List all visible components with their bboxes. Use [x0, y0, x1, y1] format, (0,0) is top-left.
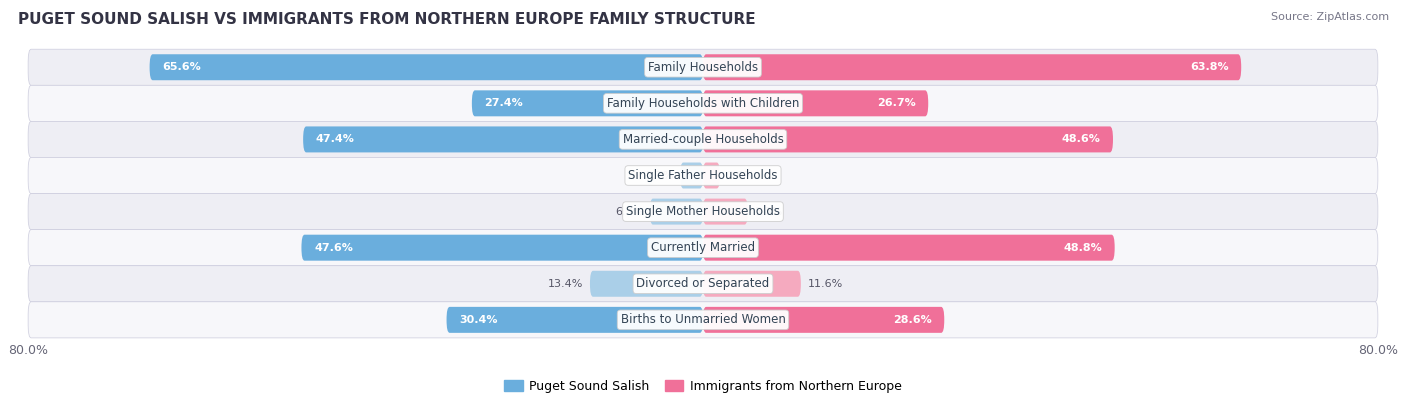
FancyBboxPatch shape: [28, 49, 1378, 85]
FancyBboxPatch shape: [703, 235, 1115, 261]
Text: Family Households: Family Households: [648, 61, 758, 74]
Text: Source: ZipAtlas.com: Source: ZipAtlas.com: [1271, 12, 1389, 22]
Legend: Puget Sound Salish, Immigrants from Northern Europe: Puget Sound Salish, Immigrants from Nort…: [499, 375, 907, 395]
Text: 2.7%: 2.7%: [645, 171, 673, 181]
Text: 11.6%: 11.6%: [807, 279, 842, 289]
Text: 6.3%: 6.3%: [614, 207, 643, 216]
Text: 48.6%: 48.6%: [1062, 134, 1101, 145]
FancyBboxPatch shape: [28, 121, 1378, 158]
FancyBboxPatch shape: [28, 302, 1378, 338]
Text: 47.6%: 47.6%: [314, 243, 353, 253]
FancyBboxPatch shape: [304, 126, 703, 152]
Text: Family Households with Children: Family Households with Children: [607, 97, 799, 110]
FancyBboxPatch shape: [301, 235, 703, 261]
FancyBboxPatch shape: [447, 307, 703, 333]
FancyBboxPatch shape: [703, 54, 1241, 80]
FancyBboxPatch shape: [703, 162, 720, 188]
Text: 2.0%: 2.0%: [727, 171, 755, 181]
Text: Single Mother Households: Single Mother Households: [626, 205, 780, 218]
Text: PUGET SOUND SALISH VS IMMIGRANTS FROM NORTHERN EUROPE FAMILY STRUCTURE: PUGET SOUND SALISH VS IMMIGRANTS FROM NO…: [18, 12, 756, 27]
FancyBboxPatch shape: [28, 266, 1378, 302]
Text: 63.8%: 63.8%: [1189, 62, 1229, 72]
FancyBboxPatch shape: [149, 54, 703, 80]
FancyBboxPatch shape: [650, 199, 703, 225]
Text: 28.6%: 28.6%: [893, 315, 932, 325]
FancyBboxPatch shape: [703, 199, 748, 225]
FancyBboxPatch shape: [28, 85, 1378, 121]
Text: 26.7%: 26.7%: [877, 98, 915, 108]
FancyBboxPatch shape: [703, 90, 928, 116]
FancyBboxPatch shape: [591, 271, 703, 297]
Text: Births to Unmarried Women: Births to Unmarried Women: [620, 313, 786, 326]
FancyBboxPatch shape: [703, 271, 801, 297]
FancyBboxPatch shape: [703, 307, 945, 333]
Text: 30.4%: 30.4%: [460, 315, 498, 325]
Text: Divorced or Separated: Divorced or Separated: [637, 277, 769, 290]
FancyBboxPatch shape: [703, 126, 1114, 152]
Text: 13.4%: 13.4%: [548, 279, 583, 289]
FancyBboxPatch shape: [681, 162, 703, 188]
Text: 65.6%: 65.6%: [162, 62, 201, 72]
FancyBboxPatch shape: [28, 229, 1378, 266]
Text: 27.4%: 27.4%: [485, 98, 523, 108]
FancyBboxPatch shape: [28, 194, 1378, 229]
FancyBboxPatch shape: [472, 90, 703, 116]
Text: 47.4%: 47.4%: [316, 134, 354, 145]
Text: 48.8%: 48.8%: [1063, 243, 1102, 253]
Text: Currently Married: Currently Married: [651, 241, 755, 254]
Text: 5.3%: 5.3%: [755, 207, 783, 216]
Text: Married-couple Households: Married-couple Households: [623, 133, 783, 146]
Text: Single Father Households: Single Father Households: [628, 169, 778, 182]
FancyBboxPatch shape: [28, 158, 1378, 194]
